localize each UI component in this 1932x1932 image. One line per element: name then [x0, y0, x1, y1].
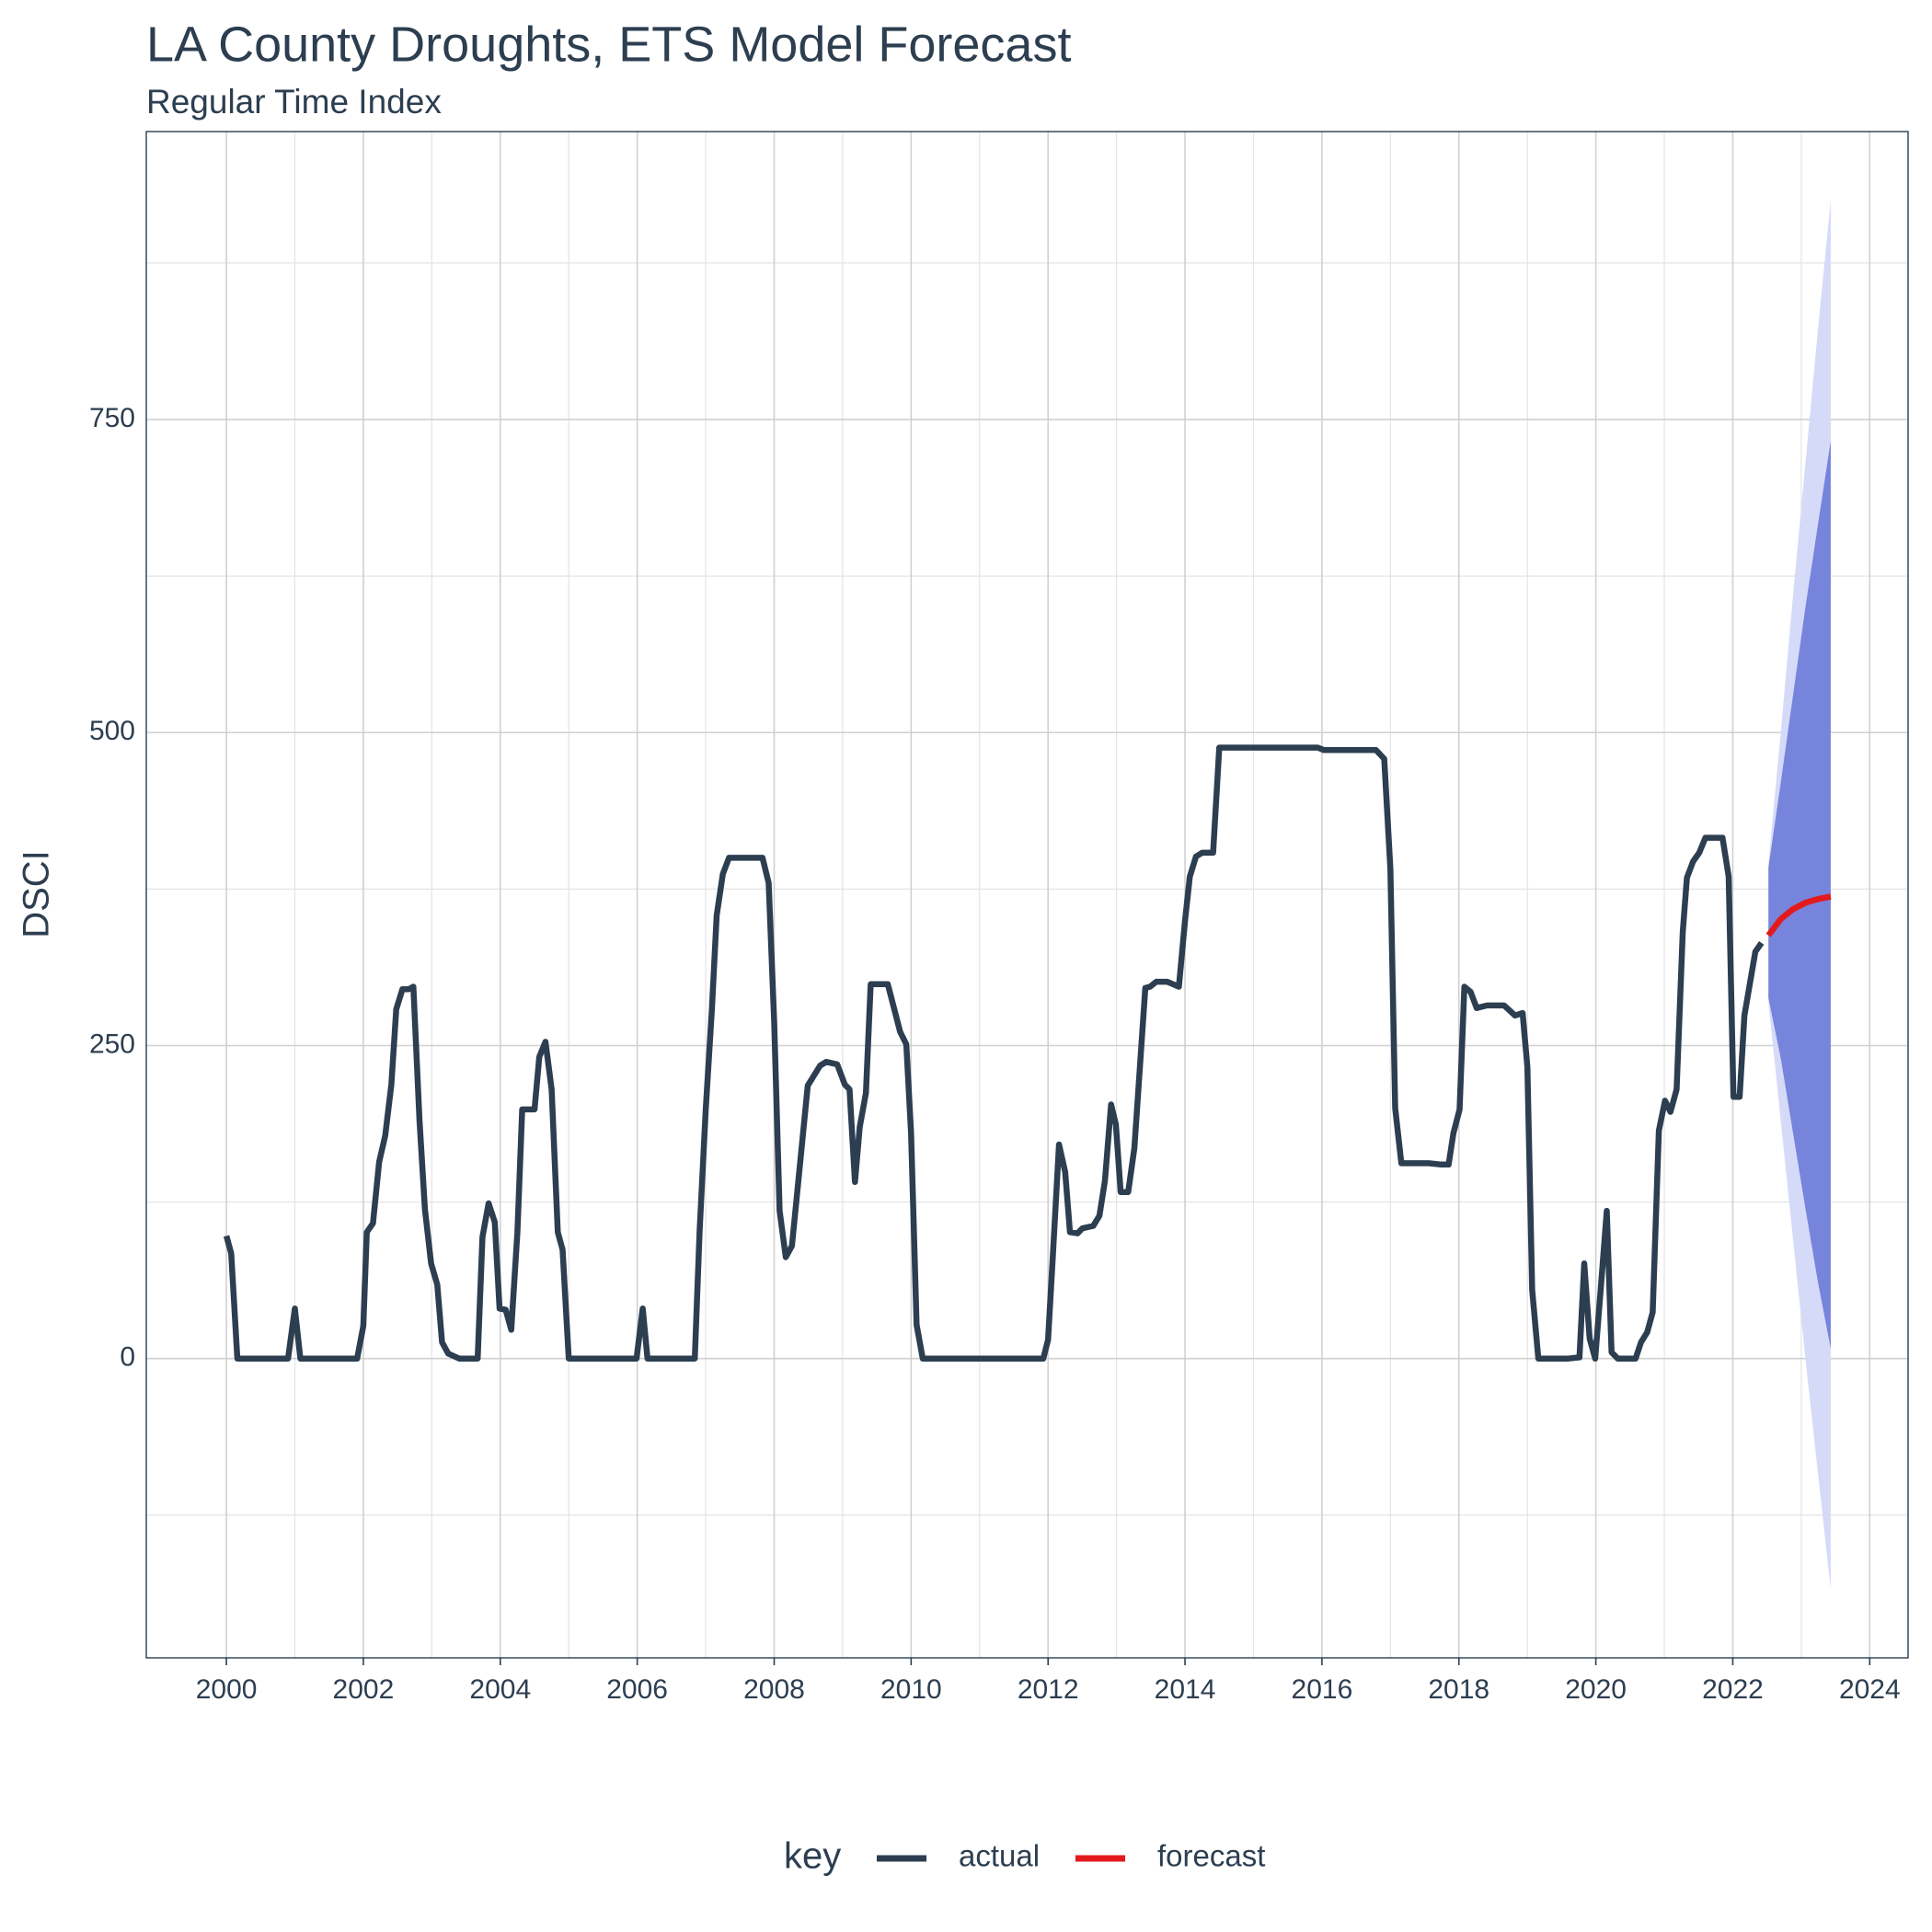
- x-tick-label: 2024: [1839, 1674, 1901, 1705]
- x-tick-label: 2008: [743, 1674, 805, 1705]
- x-tick-label: 2010: [880, 1674, 942, 1705]
- prediction-interval: [1768, 441, 1831, 1349]
- legend-label: actual: [959, 1839, 1040, 1873]
- x-tick-label: 2000: [196, 1674, 258, 1705]
- legend-label: forecast: [1157, 1839, 1265, 1873]
- y-axis-title: DSCI: [17, 850, 57, 938]
- x-tick-label: 2018: [1428, 1674, 1489, 1705]
- plot-border: [145, 131, 1909, 1659]
- series-line: [1765, 893, 1832, 937]
- legend-title: key: [784, 1836, 841, 1877]
- x-tick-label: 2014: [1155, 1674, 1216, 1705]
- series-line: [223, 744, 1765, 1362]
- x-tick-label: 2022: [1702, 1674, 1764, 1705]
- y-tick-label: 500: [89, 716, 135, 746]
- x-tick-label: 2012: [1018, 1674, 1079, 1705]
- y-tick-label: 750: [89, 403, 135, 433]
- y-tick-label: 0: [120, 1342, 135, 1373]
- x-tick-label: 2004: [469, 1674, 531, 1705]
- x-tick-label: 2020: [1565, 1674, 1627, 1705]
- chart-subtitle: Regular Time Index: [146, 83, 442, 121]
- x-tick-label: 2016: [1292, 1674, 1353, 1705]
- x-tick-label: 2002: [333, 1674, 395, 1705]
- y-tick-label: 250: [89, 1029, 135, 1059]
- chart-title: LA County Droughts, ETS Model Forecast: [146, 17, 1071, 72]
- x-tick-label: 2006: [606, 1674, 668, 1705]
